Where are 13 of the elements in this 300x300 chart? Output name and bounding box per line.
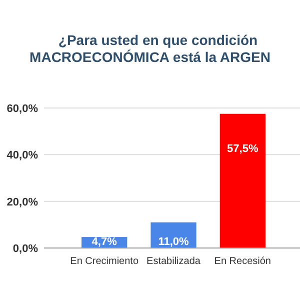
y-tick-label: 0,0% xyxy=(12,243,38,255)
y-tick-label: 60,0% xyxy=(6,103,38,115)
data-label: 4,7% xyxy=(92,236,118,248)
x-tick-label: En Crecimiento xyxy=(70,256,139,267)
data-label: 11,0% xyxy=(158,236,190,248)
y-tick-label: 40,0% xyxy=(6,150,38,162)
x-tick-label: En Recesión xyxy=(214,256,272,267)
data-label: 57,5% xyxy=(227,142,258,155)
x-tick-label: Estabilizada xyxy=(146,256,201,267)
chart-title: ¿Para usted en que condición xyxy=(58,32,258,48)
bar xyxy=(220,114,266,248)
chart-subtitle: MACROECONÓMICA está la ARGEN xyxy=(30,49,270,65)
y-tick-label: 20,0% xyxy=(6,196,38,208)
